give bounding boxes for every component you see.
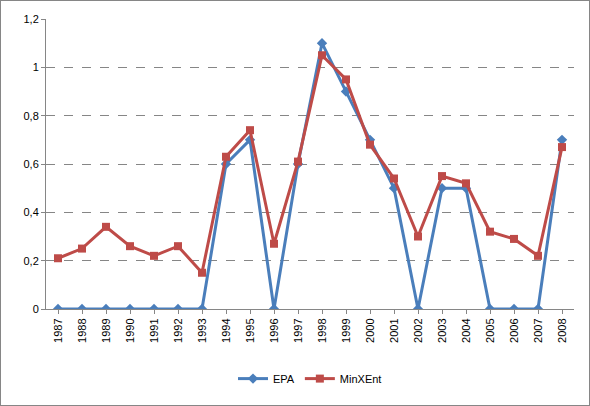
svg-text:1989: 1989 bbox=[100, 318, 112, 342]
svg-text:1: 1 bbox=[33, 61, 39, 73]
svg-text:2006: 2006 bbox=[508, 318, 520, 342]
svg-text:2008: 2008 bbox=[556, 318, 568, 342]
svg-text:1988: 1988 bbox=[76, 318, 88, 342]
svg-text:1992: 1992 bbox=[172, 318, 184, 342]
svg-text:1990: 1990 bbox=[124, 318, 136, 342]
svg-text:0,8: 0,8 bbox=[24, 110, 39, 122]
svg-text:1999: 1999 bbox=[340, 318, 352, 342]
svg-text:1987: 1987 bbox=[52, 318, 64, 342]
svg-text:2004: 2004 bbox=[460, 318, 472, 342]
svg-text:EPA: EPA bbox=[273, 373, 295, 385]
svg-text:1998: 1998 bbox=[316, 318, 328, 342]
svg-text:2001: 2001 bbox=[388, 318, 400, 342]
svg-text:1997: 1997 bbox=[292, 318, 304, 342]
svg-text:1991: 1991 bbox=[148, 318, 160, 342]
svg-text:2002: 2002 bbox=[412, 318, 424, 342]
svg-text:2000: 2000 bbox=[364, 318, 376, 342]
svg-text:MinXEnt: MinXEnt bbox=[340, 373, 382, 385]
svg-text:1995: 1995 bbox=[244, 318, 256, 342]
svg-text:0,6: 0,6 bbox=[24, 158, 39, 170]
svg-text:0,4: 0,4 bbox=[24, 206, 39, 218]
svg-text:2003: 2003 bbox=[436, 318, 448, 342]
svg-text:2007: 2007 bbox=[532, 318, 544, 342]
svg-text:1996: 1996 bbox=[268, 318, 280, 342]
svg-text:1993: 1993 bbox=[196, 318, 208, 342]
svg-text:0: 0 bbox=[33, 303, 39, 315]
svg-text:1,2: 1,2 bbox=[24, 13, 39, 25]
svg-text:0,2: 0,2 bbox=[24, 255, 39, 267]
svg-text:2005: 2005 bbox=[484, 318, 496, 342]
svg-text:1994: 1994 bbox=[220, 318, 232, 342]
